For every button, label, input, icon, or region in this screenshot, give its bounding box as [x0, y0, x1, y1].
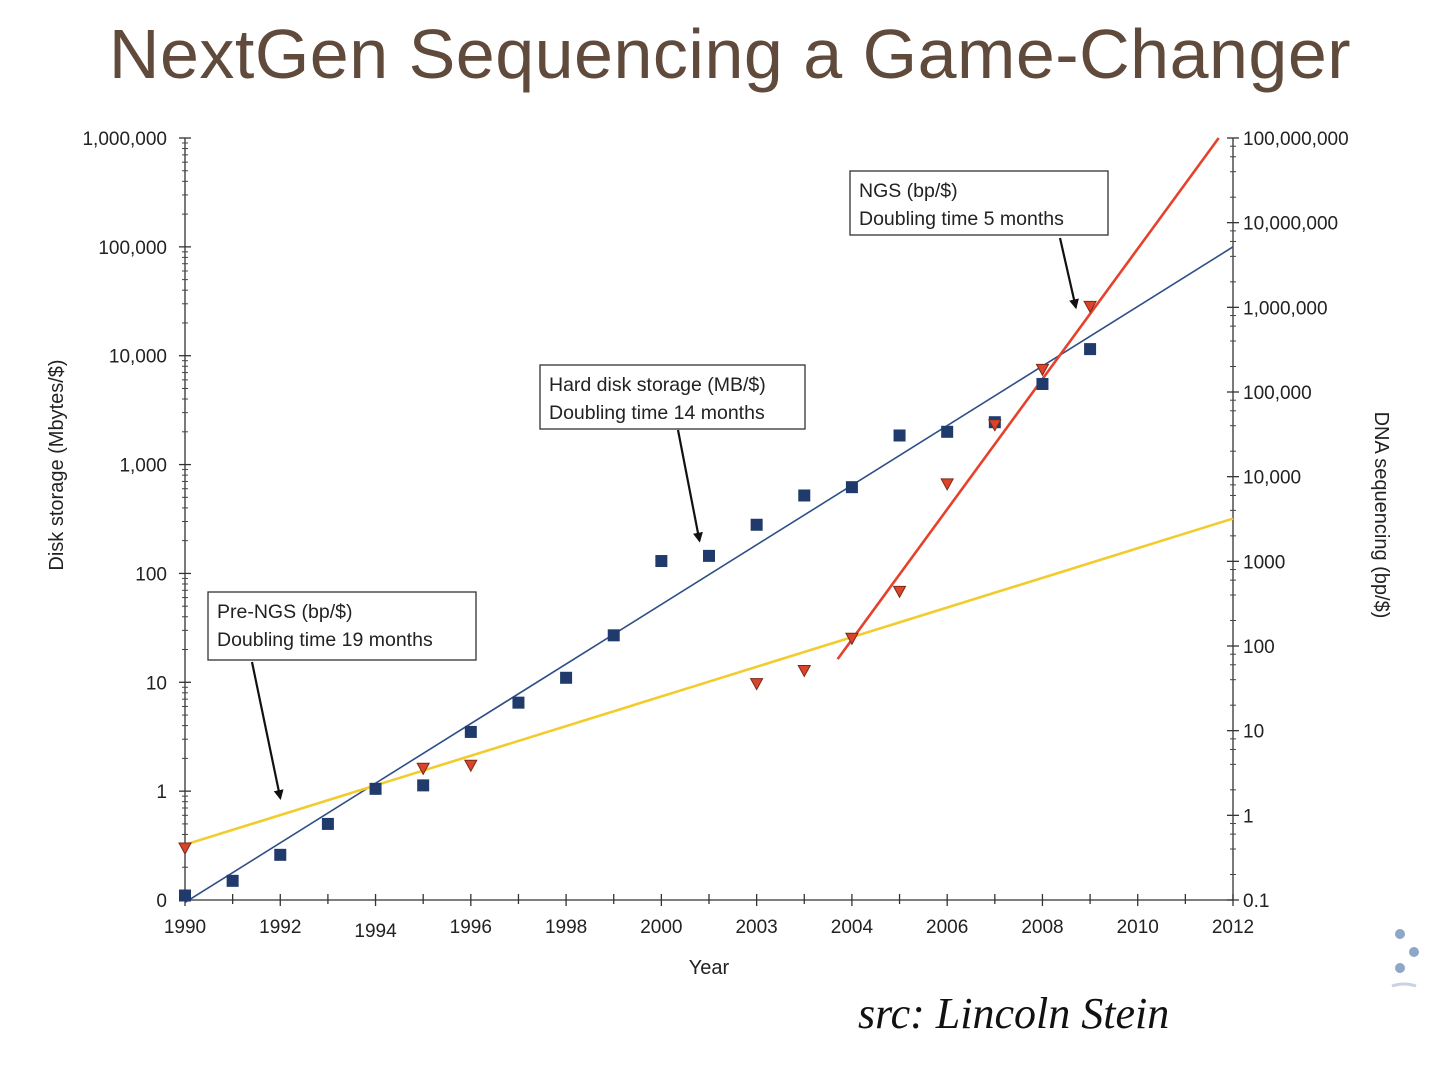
disk-storage-point [655, 555, 668, 568]
y-left-tick-label: 100 [135, 564, 167, 585]
source-credit: src: Lincoln Stein [858, 989, 1170, 1038]
annotation-text: NGS (bp/$) [859, 180, 958, 202]
disk-storage-point [1084, 343, 1097, 356]
disk-storage-point [274, 848, 287, 861]
dna-sequencing-point [940, 478, 955, 491]
annotation-box [849, 170, 1109, 236]
dna-sequencing-point [987, 419, 1002, 432]
annotation-text: Doubling time 19 months [217, 629, 433, 651]
annotation-arrow [1058, 237, 1079, 310]
disk-storage-point [941, 425, 954, 438]
x-tick-label: 2000 [640, 917, 682, 938]
x-tick-label: 2006 [926, 917, 968, 938]
dna-sequencing-point [892, 585, 907, 599]
dna-sequencing-point [416, 762, 431, 776]
annotation-text: Doubling time 5 months [859, 208, 1064, 230]
y-right-tick-label: 1 [1243, 806, 1254, 827]
x-tick-label: 2004 [831, 917, 874, 938]
annotation-arrow [250, 661, 284, 801]
dna-sequencing-point [1083, 300, 1097, 314]
disk-storage-point [1036, 377, 1049, 390]
y-right-tick-label: 10,000 [1243, 468, 1301, 489]
dna-sequencing-point [1035, 363, 1050, 377]
data-points [178, 300, 1097, 902]
y-right-axis-title: DNA sequencing (bp/$) [1370, 412, 1392, 619]
annotations: Hard disk storage (MB/$) Doubling time 14… [207, 170, 1109, 801]
y-left-tick-label: 1,000 [119, 456, 167, 477]
x-tick-label: 1990 [164, 917, 206, 938]
disk-storage-point [369, 782, 382, 795]
disk-storage-point [560, 671, 573, 684]
x-tick-label: 2008 [1021, 917, 1063, 938]
y-left-tick-label: 10 [146, 673, 167, 694]
disk-storage-point [512, 696, 525, 709]
disk-storage-point [798, 489, 811, 502]
dna-sequencing-point [749, 678, 764, 691]
trend-line [836, 137, 1220, 660]
logo-dots-icon [1391, 929, 1419, 988]
annotation-text: Pre-NGS (bp/$) [217, 601, 352, 623]
disk-storage-point [464, 725, 477, 738]
disk-storage-point [845, 481, 858, 494]
dna-sequencing-point [178, 842, 192, 856]
x-tick-label: 1992 [259, 917, 301, 938]
trend-line [184, 246, 1234, 904]
y-right-tick-label: 10,000,000 [1243, 214, 1338, 235]
dna-sequencing-point [845, 632, 859, 646]
dna-sequencing-point [797, 664, 812, 678]
x-tick-label: 2010 [1117, 917, 1159, 938]
disk-storage-point [750, 518, 763, 531]
y-right-tick-label: 100,000,000 [1243, 129, 1349, 150]
x-tick-label: 2012 [1212, 917, 1254, 938]
disk-storage-point [417, 779, 430, 792]
x-tick-label: 2003 [735, 917, 777, 938]
y-left-tick-label: 0 [156, 891, 167, 912]
trend-line [184, 517, 1234, 846]
dna-sequencing-point [463, 759, 478, 773]
y-left-tick-label: 10,000 [109, 347, 167, 368]
annotation-arrow [676, 429, 703, 543]
disk-storage-point [226, 874, 239, 887]
y-right-tick-label: 1000 [1243, 552, 1285, 573]
x-tick-label: 1994 [354, 921, 397, 942]
annotation-text: Doubling time 14 months [549, 402, 765, 424]
annotation-text: Hard disk storage (MB/$) [549, 374, 766, 396]
disk-storage-point [703, 549, 715, 562]
x-axis-title: Year [689, 957, 730, 979]
y-right-tick-label: 100 [1243, 637, 1275, 658]
trend-lines [184, 137, 1234, 904]
slide-title: NextGen Sequencing a Game-Changer [108, 15, 1352, 93]
disk-storage-point [893, 429, 906, 442]
y-right-tick-label: 10 [1243, 722, 1264, 743]
y-right-tick-label: 0.1 [1243, 891, 1269, 912]
y-left-axis-title: Disk storage (Mbytes/$) [46, 359, 68, 570]
y-left-tick-label: 100,000 [98, 238, 167, 259]
disk-storage-point [321, 817, 334, 830]
y-left-tick-label: 1 [156, 782, 167, 803]
y-right-tick-label: 1,000,000 [1243, 298, 1328, 319]
x-tick-label: 1998 [545, 917, 587, 938]
disk-storage-point [179, 889, 191, 902]
x-tick-label: 1996 [450, 917, 492, 938]
annotation-box [207, 591, 477, 661]
axes: 0 1 10 100 1,000 10,000 100,000 1,000,000 0.1 1 10… [46, 129, 1392, 979]
disk-storage-point [607, 629, 620, 642]
y-left-tick-label: 1,000,000 [82, 129, 167, 150]
y-right-tick-label: 100,000 [1243, 383, 1312, 404]
annotation-box [539, 364, 806, 430]
